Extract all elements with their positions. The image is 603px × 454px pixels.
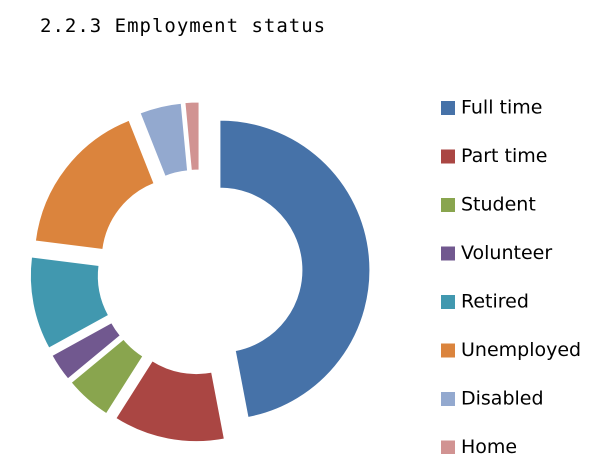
donut-segment [219,119,371,419]
donut-segment [115,360,225,443]
donut-segment [184,101,200,171]
legend-label: Unemployed [461,339,581,361]
legend-label: Part time [461,145,547,167]
legend-label: Full time [461,97,542,119]
legend-swatch [441,101,455,115]
chart-title: 2.2.3 Employment status [40,15,326,37]
legend-swatch [441,149,455,164]
legend-label: Volunteer [461,242,552,264]
legend-swatch [441,198,455,212]
legend-swatch [441,295,455,309]
legend-swatch [441,246,455,261]
legend-swatch [441,343,455,358]
donut-segment [51,322,121,380]
donut-segment [34,119,155,251]
legend-label: Home [461,436,517,454]
legend-swatch [441,392,455,406]
donut-segment [29,256,110,349]
donut-segment [70,338,144,415]
legend-swatch [441,440,455,454]
legend-label: Student [461,194,536,216]
legend-label: Disabled [461,388,544,410]
legend-label: Retired [461,291,529,313]
donut-segment [139,102,189,177]
